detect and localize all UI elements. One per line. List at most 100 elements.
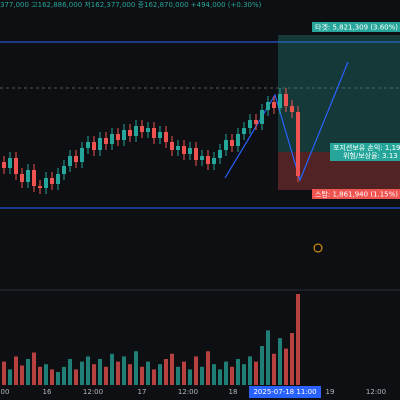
candle-body: [200, 156, 204, 160]
volume-bar: [74, 369, 78, 385]
candle-body: [224, 140, 228, 150]
volume-bar: [104, 366, 108, 385]
volume-bar: [140, 366, 144, 385]
x-tick-label: 2025-07-18 11:00: [253, 388, 316, 396]
target-label-bg: [312, 22, 400, 32]
volume-bar: [224, 361, 228, 385]
candle-body: [86, 142, 90, 148]
candle-body: [296, 112, 300, 176]
volume-bar: [170, 353, 174, 385]
candle-body: [8, 158, 12, 168]
target-label: 타겟: 5,821,309 (3.60%) 5,821,309: [315, 23, 400, 32]
volume-bar: [200, 366, 204, 385]
volume-bar: [236, 359, 240, 385]
volume-bar: [164, 359, 168, 385]
candle-body: [194, 148, 198, 160]
volume-bar: [254, 361, 258, 385]
candle-body: [80, 148, 84, 162]
candle-body: [242, 128, 246, 134]
candle-body: [104, 138, 108, 144]
candle-body: [50, 178, 54, 184]
candle-body: [170, 142, 174, 150]
volume-bar: [212, 364, 216, 385]
volume-bar: [260, 346, 264, 385]
volume-bar: [278, 338, 282, 385]
x-tick-label: 16: [43, 388, 52, 396]
volume-bar: [44, 364, 48, 385]
stop-label-bg: [312, 189, 400, 199]
candle-body: [14, 158, 18, 174]
volume-bar: [230, 366, 234, 385]
volume-bar: [14, 356, 18, 385]
candle-body: [278, 94, 282, 108]
candle-body: [182, 146, 186, 154]
candle-body: [236, 134, 240, 146]
pnl-label-bg: [330, 143, 400, 161]
candle-body: [62, 166, 66, 174]
x-tick-label: 12:00: [83, 388, 103, 396]
candle-body: [158, 132, 162, 138]
event-icon[interactable]: [313, 243, 323, 253]
x-tick-label: 18: [229, 388, 238, 396]
volume-bar: [158, 364, 162, 385]
volume-bar: [128, 364, 132, 385]
candle-body: [248, 120, 252, 128]
volume-bar: [56, 372, 60, 385]
candle-body: [98, 138, 102, 150]
candle-body: [38, 186, 42, 188]
candle-body: [176, 146, 180, 150]
volume-bar: [194, 356, 198, 385]
stop-label: 스탑: 1,861,940 (1.15%) 1,861,940: [315, 191, 400, 199]
crosshair-time-bg: [249, 386, 321, 398]
volume-bar: [242, 364, 246, 385]
candle-body: [32, 170, 36, 186]
volume-bar: [32, 352, 36, 385]
candle-body: [26, 170, 30, 182]
candle-body: [146, 128, 150, 132]
time-axis: [0, 385, 400, 400]
candle-body: [212, 158, 216, 164]
candle-body: [68, 156, 72, 166]
candle-body: [290, 106, 294, 112]
x-tick-label: 19: [326, 388, 335, 396]
volume-bar: [146, 361, 150, 385]
candle-body: [20, 174, 24, 182]
volume-bar: [80, 361, 84, 385]
candle-body: [260, 110, 264, 124]
volume-bar: [290, 333, 294, 385]
volume-bar: [188, 369, 192, 385]
candle-body: [140, 126, 144, 132]
candle-body: [134, 126, 138, 136]
volume-bar: [182, 361, 186, 385]
candle-body: [110, 134, 114, 144]
pnl-label: 포지션보유 손익: 1,191,702: [333, 143, 400, 152]
candle-body: [206, 156, 210, 164]
candle-body: [92, 142, 96, 150]
volume-bar: [272, 353, 276, 385]
candle-body: [188, 148, 192, 154]
ohlc-header: 377,000 고162,886,000 저162,377,000 종162,8…: [0, 0, 262, 9]
volume-bar: [68, 359, 72, 385]
volume-bar: [26, 359, 30, 385]
volume-bar: [2, 361, 6, 385]
candle-body: [128, 130, 132, 136]
volume-bar: [62, 366, 66, 385]
volume-bar: [98, 359, 102, 385]
volume-bar: [248, 356, 252, 385]
x-tick-label: 12:00: [366, 388, 386, 396]
volume-bar: [176, 366, 180, 385]
volume-bar: [134, 351, 138, 385]
candle-body: [74, 156, 78, 162]
candle-body: [56, 174, 60, 184]
volume-bar: [152, 369, 156, 385]
x-tick-label: 17: [138, 388, 147, 396]
volume-bar: [20, 365, 24, 385]
candle-body: [284, 94, 288, 106]
volume-bar: [218, 369, 222, 385]
volume-bar: [296, 294, 300, 385]
pattern-drawing: [224, 61, 349, 182]
volume-bar: [110, 353, 114, 385]
candle-body: [2, 162, 6, 168]
